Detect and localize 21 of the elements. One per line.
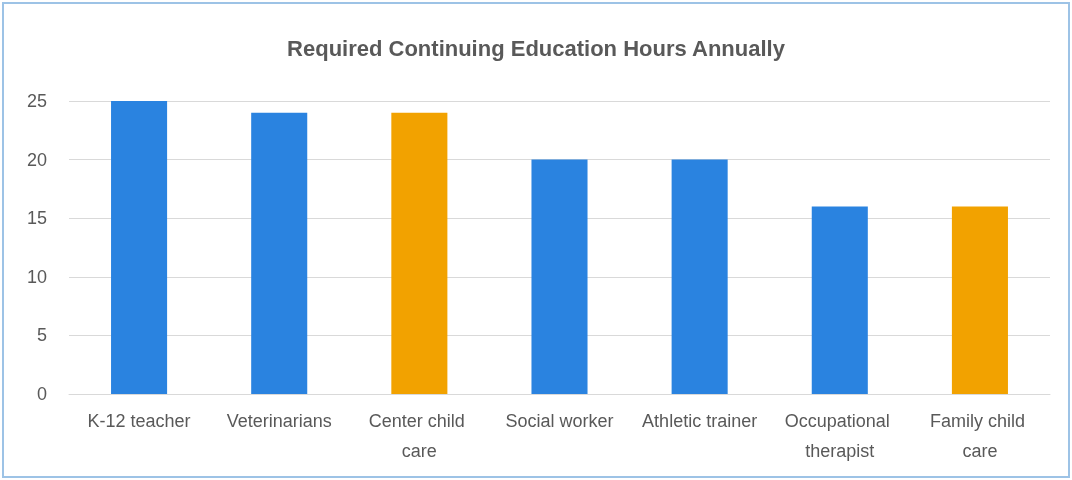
chart-title: Required Continuing Education Hours Annually: [287, 35, 786, 61]
bar: [111, 101, 168, 394]
y-tick-label: 0: [36, 384, 47, 404]
x-tick-label: Occupational therapist: [784, 411, 895, 461]
bar: [391, 112, 448, 394]
y-tick-label: 15: [26, 208, 47, 229]
y-tick-label: 25: [26, 91, 47, 111]
bar: [251, 112, 308, 394]
x-tick-label: Center child care: [368, 411, 470, 461]
y-tick-label: 20: [26, 149, 47, 170]
bar: [951, 206, 1008, 394]
x-tick-label: Veterinarians: [226, 411, 332, 431]
y-tick-label: 10: [26, 266, 47, 287]
bar: [811, 206, 868, 394]
bar: [531, 159, 588, 394]
bar: [671, 159, 728, 394]
x-tick-label: Athletic trainer: [642, 411, 758, 431]
x-tick-label: Social worker: [505, 411, 614, 431]
y-tick-label: 5: [36, 325, 47, 346]
x-tick-label: Family child care: [929, 411, 1030, 461]
x-tick-label: K-12 teacher: [87, 411, 191, 431]
